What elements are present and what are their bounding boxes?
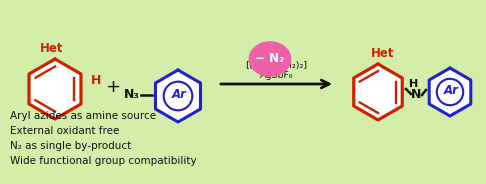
Text: [(Cp*RhCl₂)₂]: [(Cp*RhCl₂)₂] xyxy=(245,61,308,70)
Text: AgSbF₆: AgSbF₆ xyxy=(260,71,294,80)
Polygon shape xyxy=(354,64,402,120)
Text: N₃: N₃ xyxy=(124,89,140,102)
Text: H: H xyxy=(91,75,102,88)
Text: External oxidant free: External oxidant free xyxy=(10,126,120,136)
Text: N: N xyxy=(411,89,421,102)
Text: +: + xyxy=(105,78,121,96)
Text: Wide functional group compatibility: Wide functional group compatibility xyxy=(10,156,197,166)
Text: H: H xyxy=(409,79,418,89)
Ellipse shape xyxy=(249,42,291,76)
Text: Het: Het xyxy=(371,47,395,60)
Polygon shape xyxy=(156,70,201,122)
Text: Ar: Ar xyxy=(444,84,458,98)
Text: Het: Het xyxy=(40,42,64,55)
Polygon shape xyxy=(29,59,81,119)
Text: − N₂: − N₂ xyxy=(256,52,285,66)
Text: Aryl azides as amine source: Aryl azides as amine source xyxy=(10,111,156,121)
Polygon shape xyxy=(429,68,471,116)
Text: Ar: Ar xyxy=(172,89,187,102)
Text: N₂ as single by-product: N₂ as single by-product xyxy=(10,141,131,151)
